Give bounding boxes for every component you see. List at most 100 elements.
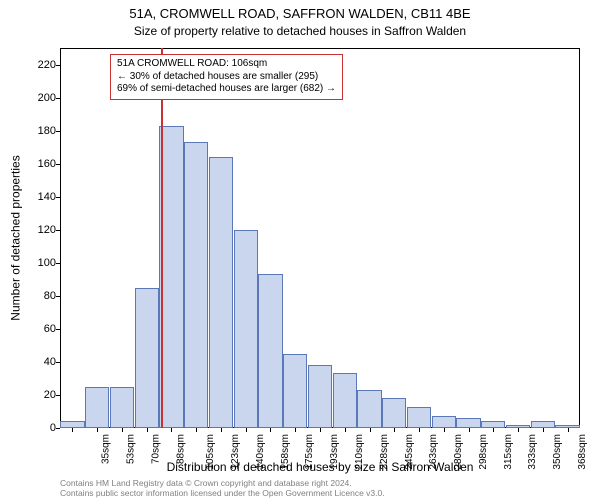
x-tick bbox=[221, 428, 222, 432]
x-tick bbox=[370, 428, 371, 432]
x-tick bbox=[147, 428, 148, 432]
histogram-bar bbox=[184, 142, 208, 428]
x-tick bbox=[246, 428, 247, 432]
x-tick bbox=[518, 428, 519, 432]
x-tick bbox=[122, 428, 123, 432]
histogram-bar bbox=[85, 387, 109, 428]
y-tick bbox=[56, 164, 60, 165]
histogram-bar bbox=[283, 354, 307, 428]
credits-line-1: Contains HM Land Registry data © Crown c… bbox=[60, 478, 580, 488]
x-tick-label: 35sqm bbox=[101, 434, 112, 464]
y-tick-label: 120 bbox=[26, 224, 56, 236]
x-tick bbox=[196, 428, 197, 432]
chart-subtitle: Size of property relative to detached ho… bbox=[0, 24, 600, 38]
x-tick bbox=[295, 428, 296, 432]
histogram-bar bbox=[407, 407, 431, 428]
histogram-bar bbox=[110, 387, 134, 428]
histogram-bar bbox=[135, 288, 159, 428]
histogram-bar bbox=[60, 421, 84, 428]
x-tick bbox=[320, 428, 321, 432]
x-tick bbox=[345, 428, 346, 432]
x-tick-label: 140sqm bbox=[255, 434, 266, 470]
x-tick-label: 70sqm bbox=[150, 434, 161, 464]
chart-title: 51A, CROMWELL ROAD, SAFFRON WALDEN, CB11… bbox=[0, 6, 600, 21]
x-tick-label: 88sqm bbox=[175, 434, 186, 464]
histogram-bar bbox=[481, 421, 505, 428]
y-tick-label: 0 bbox=[26, 422, 56, 434]
annotation-box: 51A CROMWELL ROAD: 106sqm← 30% of detach… bbox=[110, 54, 343, 100]
x-tick bbox=[394, 428, 395, 432]
x-tick-label: 53sqm bbox=[126, 434, 137, 464]
y-tick-label: 220 bbox=[26, 59, 56, 71]
y-tick bbox=[56, 395, 60, 396]
x-tick-label: 280sqm bbox=[453, 434, 464, 470]
histogram-bar bbox=[357, 390, 381, 428]
y-tick bbox=[56, 98, 60, 99]
x-tick bbox=[171, 428, 172, 432]
y-tick bbox=[56, 230, 60, 231]
y-tick bbox=[56, 329, 60, 330]
x-tick-label: 368sqm bbox=[577, 434, 588, 470]
annotation-line: ← 30% of detached houses are smaller (29… bbox=[117, 71, 336, 84]
x-tick-label: 245sqm bbox=[404, 434, 415, 470]
x-tick bbox=[543, 428, 544, 432]
x-tick-label: 298sqm bbox=[478, 434, 489, 470]
histogram-bar bbox=[308, 365, 332, 428]
annotation-line: 51A CROMWELL ROAD: 106sqm bbox=[117, 58, 336, 71]
histogram-bar bbox=[382, 398, 406, 428]
annotation-line: 69% of semi-detached houses are larger (… bbox=[117, 83, 336, 96]
y-tick-label: 20 bbox=[26, 389, 56, 401]
reference-marker-line bbox=[161, 48, 163, 428]
x-tick bbox=[72, 428, 73, 432]
credits: Contains HM Land Registry data © Crown c… bbox=[60, 478, 580, 498]
x-tick-label: 333sqm bbox=[527, 434, 538, 470]
y-tick-label: 60 bbox=[26, 323, 56, 335]
y-tick bbox=[56, 65, 60, 66]
histogram-bar bbox=[531, 421, 555, 428]
x-tick-label: 123sqm bbox=[230, 434, 241, 470]
y-tick bbox=[56, 263, 60, 264]
x-tick-label: 263sqm bbox=[428, 434, 439, 470]
y-tick-label: 180 bbox=[26, 125, 56, 137]
x-axis-top-line bbox=[60, 48, 580, 49]
y-axis-label-text: Number of detached properties bbox=[9, 155, 23, 320]
y-axis-right-line bbox=[579, 48, 580, 428]
y-tick-label: 100 bbox=[26, 257, 56, 269]
histogram-bar bbox=[456, 418, 480, 428]
x-tick-label: 193sqm bbox=[329, 434, 340, 470]
y-tick bbox=[56, 131, 60, 132]
x-tick-label: 350sqm bbox=[552, 434, 563, 470]
y-tick bbox=[56, 362, 60, 363]
histogram-bar bbox=[159, 126, 183, 428]
histogram-bar bbox=[333, 373, 357, 428]
x-tick bbox=[419, 428, 420, 432]
x-tick-label: 105sqm bbox=[206, 434, 217, 470]
histogram-bar bbox=[432, 416, 456, 428]
x-tick-label: 228sqm bbox=[379, 434, 390, 470]
x-tick-label: 210sqm bbox=[354, 434, 365, 470]
x-tick bbox=[493, 428, 494, 432]
y-axis-line bbox=[60, 48, 61, 428]
x-tick bbox=[270, 428, 271, 432]
x-tick bbox=[568, 428, 569, 432]
credits-line-2: Contains public sector information licen… bbox=[60, 488, 580, 498]
x-tick-label: 158sqm bbox=[280, 434, 291, 470]
x-axis-label: Distribution of detached houses by size … bbox=[60, 460, 580, 474]
y-tick bbox=[56, 197, 60, 198]
histogram-bar bbox=[234, 230, 258, 428]
y-tick-label: 80 bbox=[26, 290, 56, 302]
x-tick bbox=[469, 428, 470, 432]
y-tick-label: 160 bbox=[26, 158, 56, 170]
x-tick bbox=[97, 428, 98, 432]
y-tick-label: 40 bbox=[26, 356, 56, 368]
chart-container: 51A, CROMWELL ROAD, SAFFRON WALDEN, CB11… bbox=[0, 0, 600, 500]
y-tick bbox=[56, 428, 60, 429]
x-tick-label: 175sqm bbox=[305, 434, 316, 470]
x-tick bbox=[444, 428, 445, 432]
y-axis-label: Number of detached properties bbox=[8, 48, 24, 428]
y-tick bbox=[56, 296, 60, 297]
y-tick-label: 200 bbox=[26, 92, 56, 104]
x-tick-label: 315sqm bbox=[503, 434, 514, 470]
y-tick-label: 140 bbox=[26, 191, 56, 203]
histogram-bar bbox=[209, 157, 233, 428]
